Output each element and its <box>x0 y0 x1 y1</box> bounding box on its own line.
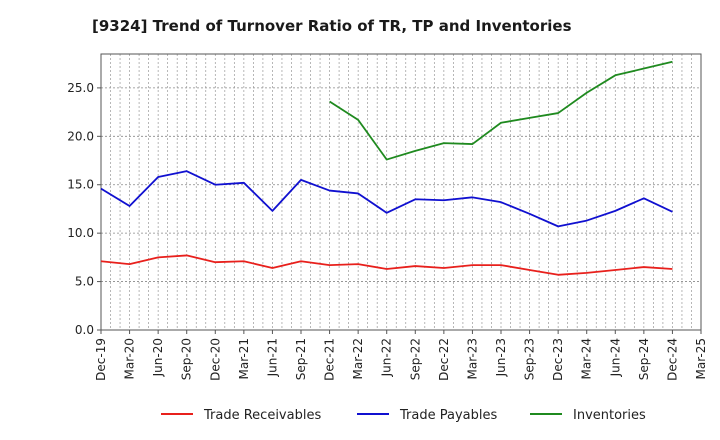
x-tick-label: Jun-22 <box>380 338 394 377</box>
legend-label: Inventories <box>573 408 646 423</box>
y-tick-label: 10.0 <box>67 226 94 240</box>
x-tick-label: Dec-20 <box>208 338 222 381</box>
y-tick-label: 25.0 <box>67 81 94 95</box>
x-tick-label: Sep-23 <box>523 338 537 380</box>
y-tick-label: 20.0 <box>67 129 94 143</box>
x-tick-label: Sep-20 <box>180 338 194 380</box>
legend-label: Trade Receivables <box>203 408 321 423</box>
x-tick-label: Dec-24 <box>665 338 679 381</box>
x-tick-label: Jun-20 <box>151 338 165 377</box>
series-line-trade-payables <box>100 170 673 228</box>
x-tick-label: Mar-25 <box>694 338 708 379</box>
x-tick-label: Sep-21 <box>294 338 308 380</box>
x-tick-label: Jun-23 <box>494 338 508 377</box>
x-tick-label: Dec-23 <box>551 338 565 381</box>
series-line-inventories <box>329 60 673 161</box>
y-axis: 0.0 5.0 10.0 15.0 20.0 25.0 <box>67 81 101 337</box>
y-tick-label: 0.0 <box>75 323 94 337</box>
legend-label: Trade Payables <box>399 408 497 423</box>
x-tick-label: Mar-23 <box>465 338 479 379</box>
y-tick-label: 5.0 <box>75 275 94 289</box>
x-tick-label: Dec-19 <box>94 338 108 381</box>
x-tick-label: Mar-22 <box>351 338 365 379</box>
plot-frame <box>100 53 702 331</box>
grid <box>100 54 702 331</box>
x-tick-label: Mar-24 <box>580 338 594 379</box>
y-tick-label: 15.0 <box>67 178 94 192</box>
series-lines <box>100 60 673 276</box>
x-tick-label: Mar-20 <box>123 338 137 379</box>
x-tick-label: Sep-24 <box>637 338 651 380</box>
x-tick-label: Sep-22 <box>408 338 422 380</box>
chart-title: [9324] Trend of Turnover Ratio of TR, TP… <box>92 17 572 35</box>
x-tick-label: Dec-22 <box>437 338 451 381</box>
x-tick-label: Jun-24 <box>608 338 622 377</box>
x-tick-label: Jun-21 <box>265 338 279 377</box>
x-axis: Dec-19 Mar-20 Jun-20 Sep-20 Dec-20 Mar-21 Jun-… <box>94 330 708 381</box>
x-tick-label: Dec-21 <box>323 338 337 381</box>
series-line-trade-receivables <box>100 254 673 276</box>
legend: Trade Receivables Trade Payables Inventori… <box>161 408 646 423</box>
x-tick-label: Mar-21 <box>237 338 251 379</box>
